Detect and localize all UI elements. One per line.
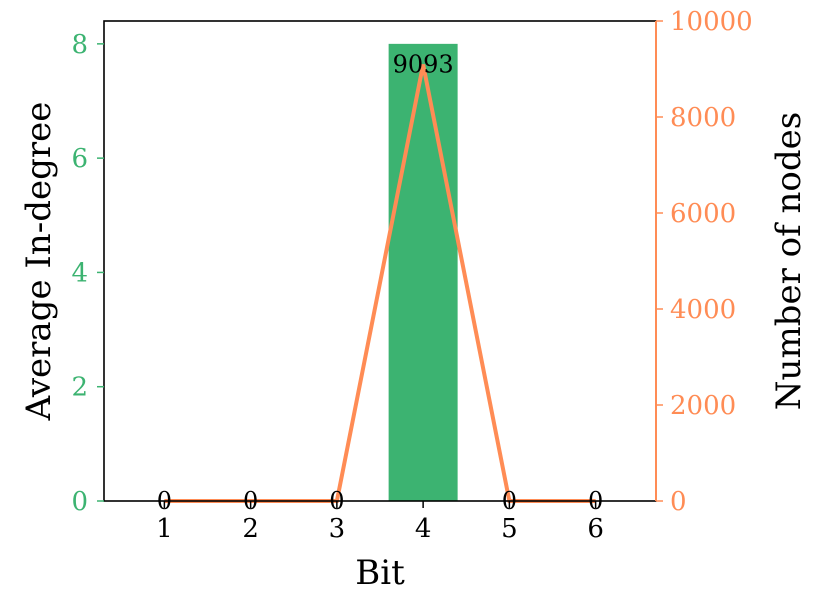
x-tick-label: 3 (329, 514, 346, 544)
plot-frame (103, 20, 657, 502)
right-tick-label: 4000 (670, 295, 736, 325)
x-tick-label: 5 (501, 514, 518, 544)
x-axis: 1 2 3 4 5 6 (156, 501, 604, 544)
left-tick-label: 8 (71, 30, 88, 60)
right-tick-label: 6000 (670, 199, 736, 229)
left-tick-label: 4 (71, 258, 88, 288)
right-tick-label: 8000 (670, 103, 736, 133)
left-y-axis-title: Average In-degree (19, 102, 59, 422)
right-y-axis: 0 2000 4000 6000 8000 10000 (655, 7, 753, 517)
right-tick-label: 2000 (670, 391, 736, 421)
line-path (164, 64, 596, 503)
right-y-axis-title: Number of nodes (769, 112, 809, 410)
line-series (164, 64, 596, 503)
x-axis-title: Bit (355, 553, 405, 593)
right-tick-label: 0 (670, 487, 687, 517)
left-tick-label: 0 (71, 487, 88, 517)
left-tick-label: 2 (71, 373, 88, 403)
bar (388, 43, 458, 501)
x-tick-label: 1 (156, 514, 173, 544)
left-tick-label: 6 (71, 144, 88, 174)
left-y-axis: 0 2 4 6 8 (71, 30, 104, 517)
x-tick-label: 2 (242, 514, 259, 544)
data-label: 9093 (393, 51, 454, 79)
x-tick-label: 4 (415, 514, 432, 544)
bar-series (388, 43, 458, 501)
right-tick-label: 10000 (670, 7, 753, 37)
x-tick-label: 6 (587, 514, 604, 544)
